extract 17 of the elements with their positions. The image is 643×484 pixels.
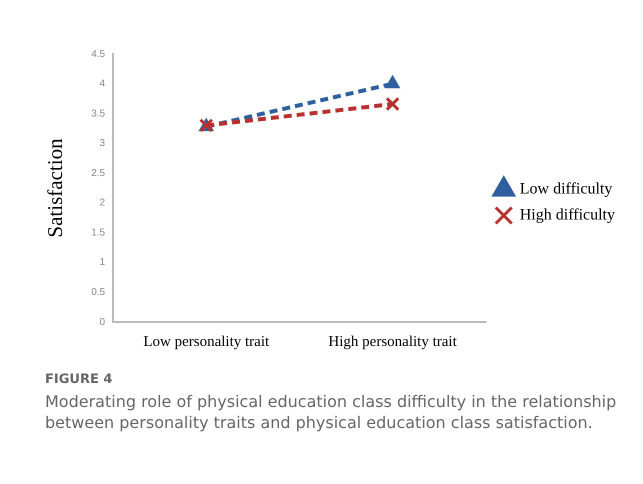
- y-tick-label: 2.5: [91, 168, 106, 179]
- legend-label: High difficulty: [520, 206, 615, 224]
- x-tick-label: High personality trait: [328, 334, 458, 350]
- text: Moderating role of physical education class difficulty in the relationship between personality traits and physical education class satisfaction.: [45, 391, 618, 433]
- y-tick-label: 0.5: [91, 286, 106, 298]
- text: FIGURE 4: [45, 372, 114, 387]
- y-axis-title: Satisfaction: [43, 138, 68, 238]
- y-tick-label: 3: [100, 138, 106, 150]
- legend-label: Low difficulty: [520, 180, 612, 198]
- y-tick-label: 3.5: [91, 108, 106, 120]
- y-tick-label: 1.5: [91, 227, 106, 238]
- y-tick-label: 1: [100, 257, 106, 268]
- y-tick-label: 0: [100, 316, 106, 328]
- y-tick-label: 4.5: [91, 48, 106, 60]
- y-tick-label: 4: [100, 78, 106, 90]
- y-tick-label: 2: [100, 198, 106, 209]
- x-tick-label: Low personality trait: [143, 334, 270, 350]
